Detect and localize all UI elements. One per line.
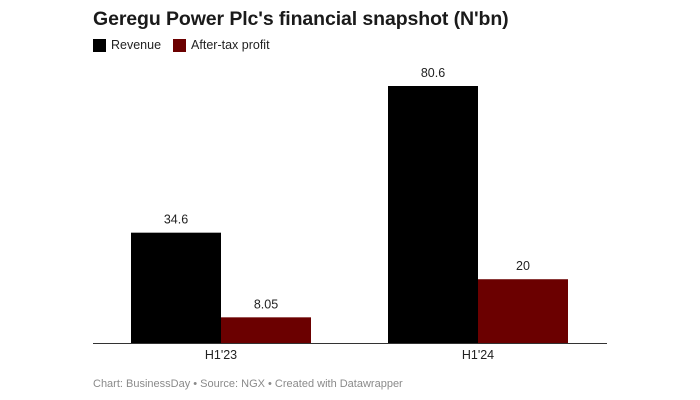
- data-label-revenue-h1-23: 34.6: [164, 213, 188, 227]
- legend-label-revenue: Revenue: [111, 38, 162, 52]
- bar-after-tax-profit-h1-23: [221, 317, 311, 343]
- legend-item-revenue: Revenue: [93, 38, 161, 52]
- chart-footer: Chart: BusinessDay • Source: NGX • Creat…: [93, 378, 403, 390]
- legend-swatch-after-tax-profit: [173, 38, 187, 52]
- bar-after-tax-profit-h1-24: [478, 279, 568, 343]
- data-label-after-tax-profit-h1-23: 8.05: [254, 297, 278, 311]
- legend-swatch-revenue: [93, 38, 106, 52]
- data-label-revenue-h1-24: 80.6: [421, 66, 445, 80]
- bar-revenue-h1-23: [131, 232, 221, 343]
- bar-revenue-h1-24: [388, 86, 478, 343]
- data-label-after-tax-profit-h1-24: 20: [516, 259, 530, 273]
- x-tick-label-h1-24: H1'24: [462, 348, 494, 362]
- x-tick-label-h1-23: H1'23: [205, 348, 237, 362]
- legend-label-after-tax-profit: After-tax profit: [191, 38, 270, 52]
- chart-title: Geregu Power Plc's financial snapshot (N…: [93, 8, 509, 30]
- legend-item-after-tax-profit: After-tax profit: [173, 38, 270, 52]
- legend: Revenue After-tax profit: [93, 38, 282, 52]
